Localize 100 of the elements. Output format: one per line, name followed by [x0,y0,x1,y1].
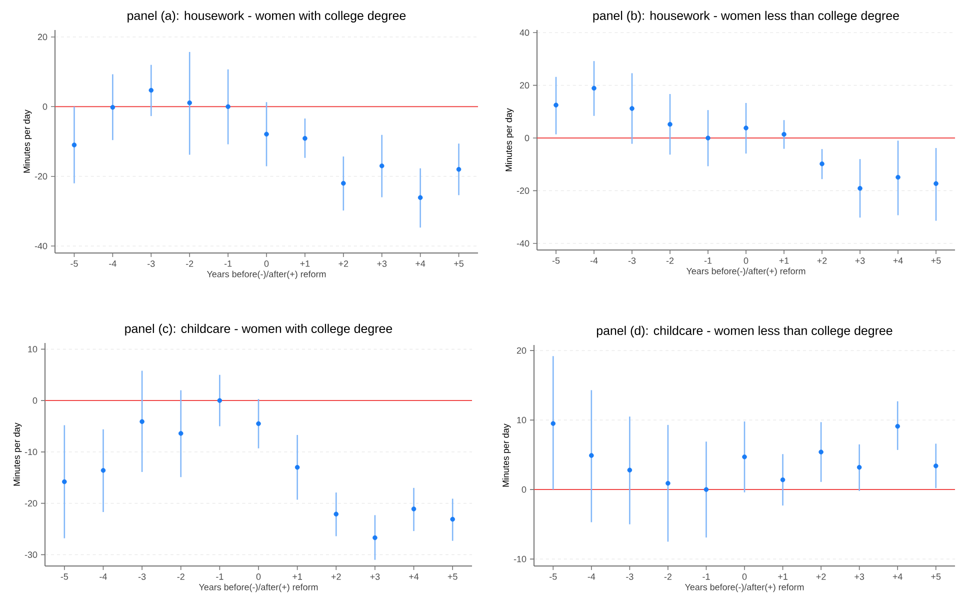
y-axis-title: Minutes per day [23,110,32,173]
x-tick-label: +2 [331,574,341,580]
x-tick-label: -2 [664,574,672,580]
x-tick-label: -3 [148,260,155,267]
x-tick-label: -5 [70,260,78,267]
y-tick-label: 40 [520,29,530,36]
point [818,450,824,454]
x-tick-label: -5 [550,574,557,580]
x-tick-label: -1 [704,258,712,264]
y-axis-title: Minutes per day [505,108,514,172]
point [456,166,462,172]
chart-title: panel (b): housework - women less than college degree [593,10,899,22]
point [334,512,339,517]
point [294,464,300,470]
point [411,506,416,512]
point [100,468,106,473]
x-tick-label: +1 [779,258,789,264]
x-tick-label: +3 [370,574,380,580]
point [895,424,900,429]
x-tick-label: -4 [109,260,116,267]
y-tick-label: -40 [34,242,48,250]
y-tick-label: -40 [516,240,530,247]
y-tick-label: 0 [32,397,38,404]
point [589,453,594,458]
point [592,86,596,91]
x-tick-label: 0 [742,574,747,580]
y-tick-label: 0 [522,486,526,493]
x-tick-label: -1 [224,260,232,267]
x-tick-label: +1 [778,574,788,580]
x-tick-label: -5 [60,574,68,580]
point [856,464,862,470]
point [933,464,938,468]
x-tick-label: -4 [588,574,596,580]
x-tick-label: +4 [416,260,426,267]
point [379,163,384,168]
point [450,516,455,522]
point [666,480,670,486]
point [704,487,709,492]
y-tick-label: -10 [24,448,38,456]
x-tick-label: +4 [409,574,419,580]
x-tick-label: +5 [931,258,941,264]
y-tick-label: -10 [514,556,526,562]
point [264,132,269,137]
y-axis-title: Minutes per day [502,424,511,487]
point [341,180,346,186]
point [62,479,67,484]
x-tick-label: -1 [702,574,710,580]
x-tick-label: +5 [931,574,941,580]
point [178,431,184,436]
x-tick-label: -3 [628,258,636,264]
chart-title: panel (a): housework - women with college degree [128,10,406,22]
point [668,122,672,127]
y-tick-label: 0 [42,103,48,110]
y-tick-label: -30 [24,552,38,558]
chart-title: panel (d): childcare - women less than college degree [596,326,892,338]
y-tick-label: 0 [524,134,530,142]
x-tick-label: +1 [300,260,310,267]
y-tick-label: 20 [516,347,526,354]
point [302,136,308,141]
x-axis-title: Years before(-)/after(+) reform [684,584,804,592]
x-tick-label: +3 [377,260,387,267]
x-tick-label: -5 [552,258,560,264]
x-tick-label: +5 [448,574,458,580]
x-tick-label: +3 [854,574,864,580]
point [744,126,748,130]
x-tick-label: +4 [893,258,903,264]
x-tick-label: -1 [216,574,224,580]
x-tick-label: -4 [100,574,107,580]
x-tick-label: -2 [666,258,674,264]
point [226,104,230,110]
point [217,398,222,403]
point [706,136,710,140]
y-tick-label: -20 [34,173,48,180]
point [782,132,786,137]
point [780,477,786,482]
y-tick-label: 20 [520,82,530,88]
x-tick-label: -3 [138,574,146,580]
y-tick-label: 10 [28,346,38,352]
point [140,419,144,424]
x-tick-label: +3 [855,258,865,264]
point [896,174,900,180]
x-tick-label: 0 [256,574,261,580]
x-tick-label: +2 [338,260,348,267]
y-tick-label: -20 [24,500,38,506]
point [742,454,747,460]
point [372,535,378,540]
x-tick-label: -2 [177,574,184,580]
x-axis-title: Years before(-)/after(+) reform [206,270,326,280]
point [110,104,116,110]
point [550,421,556,426]
point [256,421,261,426]
point [72,142,77,148]
x-tick-label: -3 [626,574,634,580]
chart-title: panel (c): childcare - women with college degree [125,324,392,336]
y-tick-label: -20 [516,188,530,194]
x-tick-label: -2 [186,260,194,267]
y-tick-label: 20 [38,34,48,40]
point [418,195,423,200]
x-tick-label: +5 [454,260,464,267]
x-tick-label: +4 [892,574,902,580]
